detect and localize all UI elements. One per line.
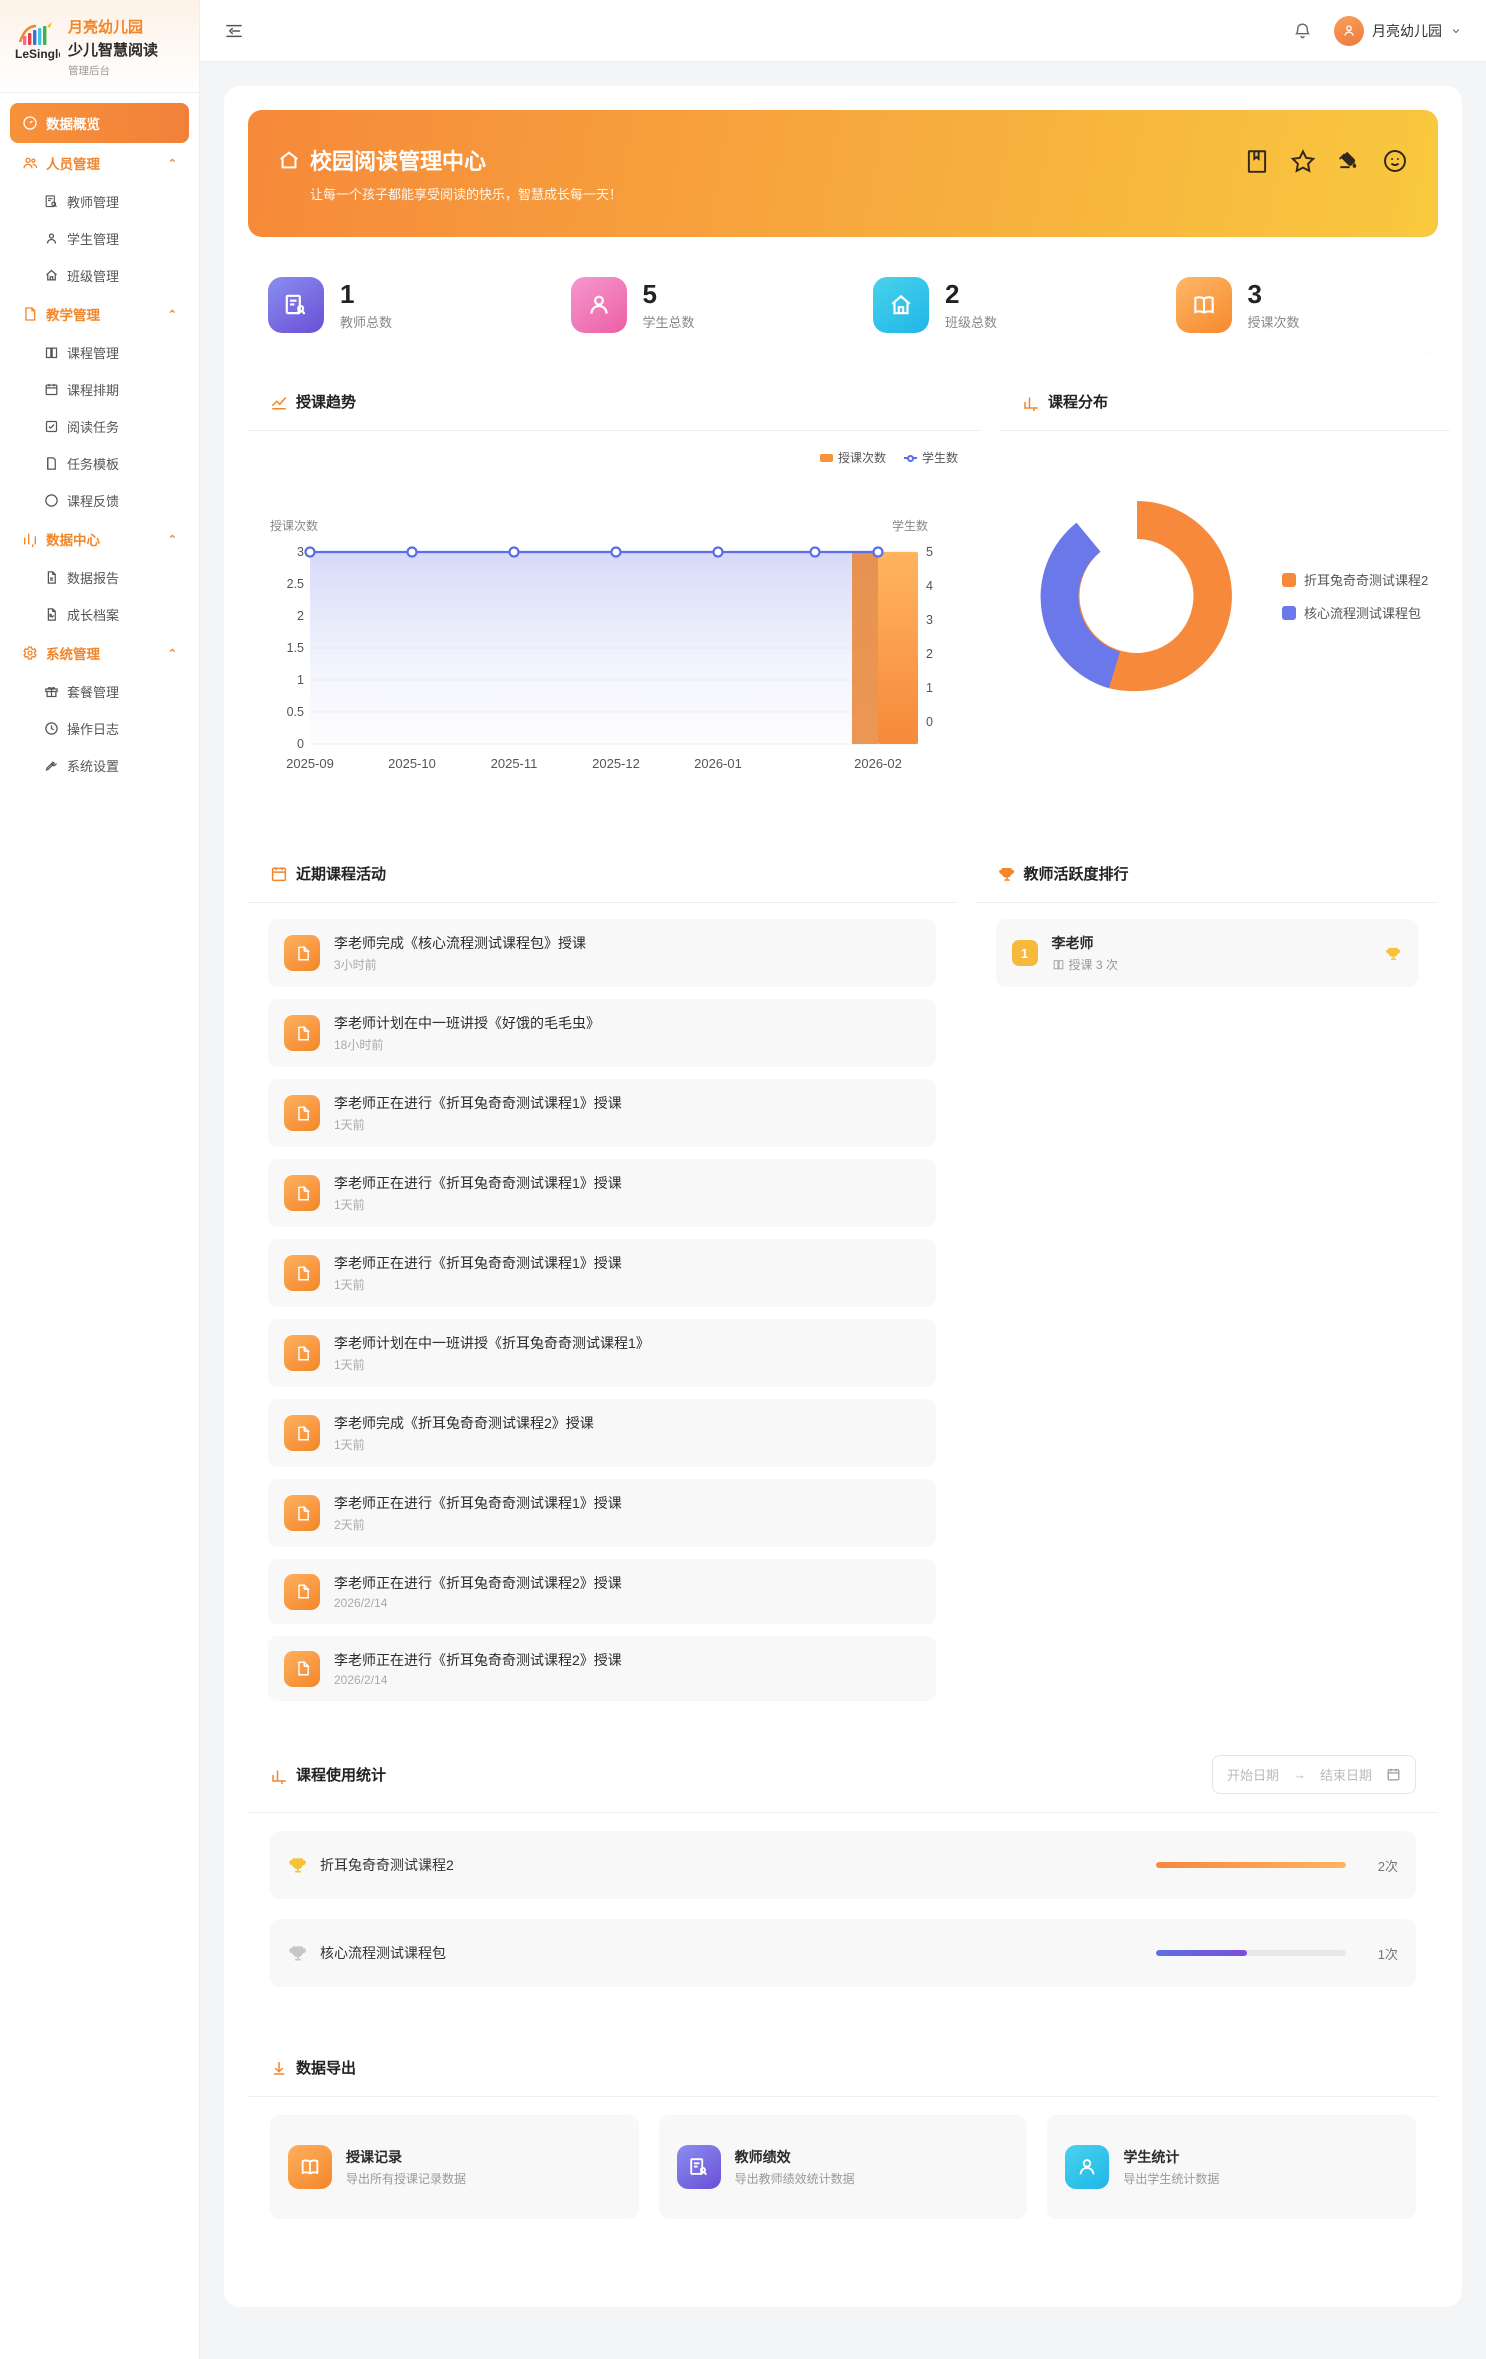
- svg-text:3: 3: [926, 613, 933, 627]
- svg-text:学生数: 学生数: [892, 518, 928, 533]
- svg-text:1: 1: [926, 681, 933, 695]
- svg-text:0: 0: [926, 715, 933, 729]
- svg-text:2026-01: 2026-01: [694, 756, 742, 771]
- svg-text:2025-10: 2025-10: [388, 756, 436, 771]
- svg-text:2.5: 2.5: [287, 577, 304, 591]
- svg-text:2025-09: 2025-09: [286, 756, 334, 771]
- svg-text:1.5: 1.5: [287, 641, 304, 655]
- svg-text:0: 0: [297, 737, 304, 751]
- svg-text:4: 4: [926, 579, 933, 593]
- svg-text:1: 1: [297, 673, 304, 687]
- svg-text:LeSingle: LeSingle: [15, 47, 60, 61]
- svg-text:3: 3: [297, 545, 304, 559]
- svg-text:2: 2: [297, 609, 304, 623]
- svg-text:0.5: 0.5: [287, 705, 304, 719]
- svg-text:2: 2: [926, 647, 933, 661]
- svg-text:5: 5: [926, 545, 933, 559]
- svg-text:2025-12: 2025-12: [592, 756, 640, 771]
- svg-text:授课次数: 授课次数: [270, 518, 318, 533]
- svg-text:2025-11: 2025-11: [491, 756, 538, 771]
- svg-text:2026-02: 2026-02: [854, 756, 902, 771]
